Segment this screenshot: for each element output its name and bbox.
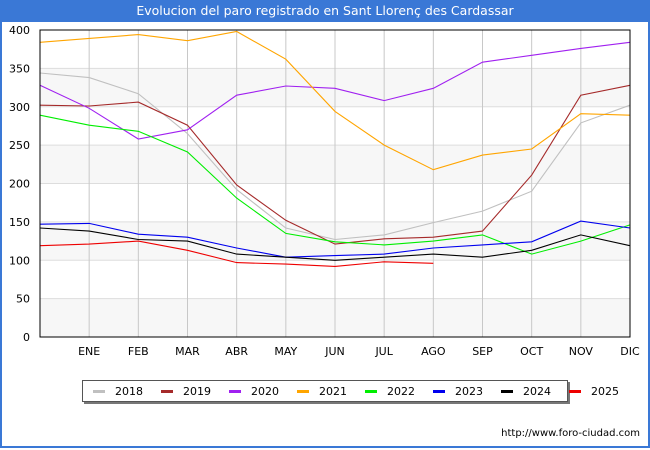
legend-swatch [569, 389, 581, 393]
legend-swatch [433, 389, 445, 393]
legend-item-2024: 2024 [501, 385, 551, 398]
legend-swatch [161, 389, 173, 393]
legend-swatch [365, 389, 377, 393]
y-tick-label: 100 [9, 254, 30, 267]
x-tick-label: OCT [520, 345, 543, 358]
legend-label: 2024 [523, 384, 551, 398]
series-line-2021 [39, 30, 631, 171]
legend-label: 2025 [591, 384, 619, 398]
series-line-2023 [39, 220, 631, 258]
x-tick-label: NOV [569, 345, 594, 358]
x-axis-ticks: ENE FEB MAR ABR MAY JUN JUL AGO SEP OCT NOV DIC [78, 345, 640, 358]
y-tick-label: 200 [9, 178, 30, 191]
x-tick-label: AGO [421, 345, 446, 358]
legend-item-2022: 2022 [365, 385, 415, 398]
y-tick-label: 400 [9, 24, 30, 37]
legend-swatch [229, 389, 241, 393]
x-tick-label: FEB [128, 345, 149, 358]
legend-item-2019: 2019 [161, 385, 211, 398]
legend-label: 2022 [387, 384, 415, 398]
legend-item-2018: 2018 [93, 385, 143, 398]
series-line-2025 [39, 240, 434, 267]
legend-swatch [297, 389, 309, 393]
legend-swatch [501, 389, 513, 393]
y-tick-label: 250 [9, 139, 30, 152]
source-url[interactable]: http://www.foro-ciudad.com [501, 428, 640, 439]
legend-label: 2018 [115, 384, 143, 398]
x-tick-label: DIC [620, 345, 640, 358]
series-lines [39, 30, 631, 267]
series-line-2018 [39, 72, 631, 241]
legend-item-2025: 2025 [569, 385, 619, 398]
chart-title: Evolucion del paro registrado en Sant Ll… [0, 0, 650, 22]
x-tick-label: MAR [175, 345, 200, 358]
series-line-2022 [39, 114, 631, 255]
legend-item-2023: 2023 [433, 385, 483, 398]
x-tick-label: ABR [225, 345, 248, 358]
y-tick-label: 150 [9, 216, 30, 229]
y-axis-ticks: 0 50 100 150 200 250 300 350 400 [9, 24, 30, 344]
x-tick-label: ENE [78, 345, 100, 358]
x-tick-label: SEP [472, 345, 493, 358]
y-tick-label: 350 [9, 62, 30, 75]
series-line-2020 [39, 41, 631, 140]
legend-swatch [93, 389, 105, 393]
chart-svg: 0 50 100 150 200 250 300 350 400 ENE FEB MAR ABR MAY… [9, 24, 640, 358]
y-tick-label: 0 [23, 331, 30, 344]
legend-label: 2021 [319, 384, 347, 398]
series-line-2024 [39, 227, 631, 261]
legend-item-2020: 2020 [229, 385, 279, 398]
plot-border [39, 29, 631, 338]
legend-item-2021: 2021 [297, 385, 347, 398]
legend: 2018 2019 2020 2021 2022 2023 2024 2025 [82, 380, 619, 402]
legend-label: 2020 [251, 384, 279, 398]
y-tick-label: 50 [16, 293, 30, 306]
legend-label: 2023 [455, 384, 483, 398]
x-tick-label: MAY [274, 345, 297, 358]
x-tick-label: JUL [374, 345, 393, 358]
x-tick-label: JUN [324, 345, 345, 358]
series-line-2019 [39, 84, 631, 245]
y-tick-label: 300 [9, 101, 30, 114]
legend-label: 2019 [183, 384, 211, 398]
